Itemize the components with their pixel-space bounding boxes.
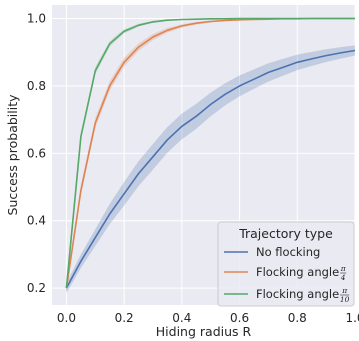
legend-label: Flocking angle — [256, 265, 339, 279]
x-tick-label: 0.0 — [57, 311, 76, 325]
y-tick-label: 0.6 — [27, 146, 46, 160]
legend-item: Flocking angle π10 — [224, 286, 350, 304]
legend-label: No flocking — [256, 245, 320, 259]
y-tick-labels: 0.2 0.4 0.6 0.8 1.0 — [27, 11, 46, 295]
legend-label: Flocking angle — [256, 287, 339, 301]
x-axis-label: Hiding radius R — [156, 324, 252, 339]
series-line — [65, 49, 356, 289]
legend-frac-numerator: π — [341, 286, 348, 295]
y-axis-label: Success probability — [5, 94, 20, 216]
y-tick-label: 0.4 — [27, 214, 46, 228]
series-line — [65, 17, 355, 289]
y-tick-label: 1.0 — [27, 11, 46, 25]
x-tick-labels: 0.0 0.2 0.4 0.6 0.8 1.0 — [57, 311, 359, 325]
y-tick-label: 0.2 — [27, 281, 46, 295]
x-tick-label: 1.0 — [345, 311, 359, 325]
x-tick-label: 0.2 — [115, 311, 134, 325]
legend-frac-denominator: 10 — [340, 295, 350, 304]
legend-item: Flocking angle π4 — [224, 264, 347, 282]
legend-frac-numerator: π — [340, 264, 347, 273]
legend-box — [217, 221, 355, 307]
x-tick-label: 0.8 — [288, 311, 307, 325]
series-lines — [65, 17, 356, 289]
legend-title: Trajectory type — [238, 226, 333, 241]
x-tick-label: 0.6 — [230, 311, 249, 325]
legend: Trajectory type No flocking Flocking angl… — [217, 221, 355, 307]
x-tick-label: 0.4 — [172, 311, 191, 325]
confidence-bands — [66, 18, 356, 294]
legend-frac-denominator: 4 — [340, 273, 346, 282]
legend-item: No flocking — [224, 245, 320, 259]
confidence-band — [66, 45, 356, 294]
y-tick-label: 0.8 — [27, 79, 46, 93]
